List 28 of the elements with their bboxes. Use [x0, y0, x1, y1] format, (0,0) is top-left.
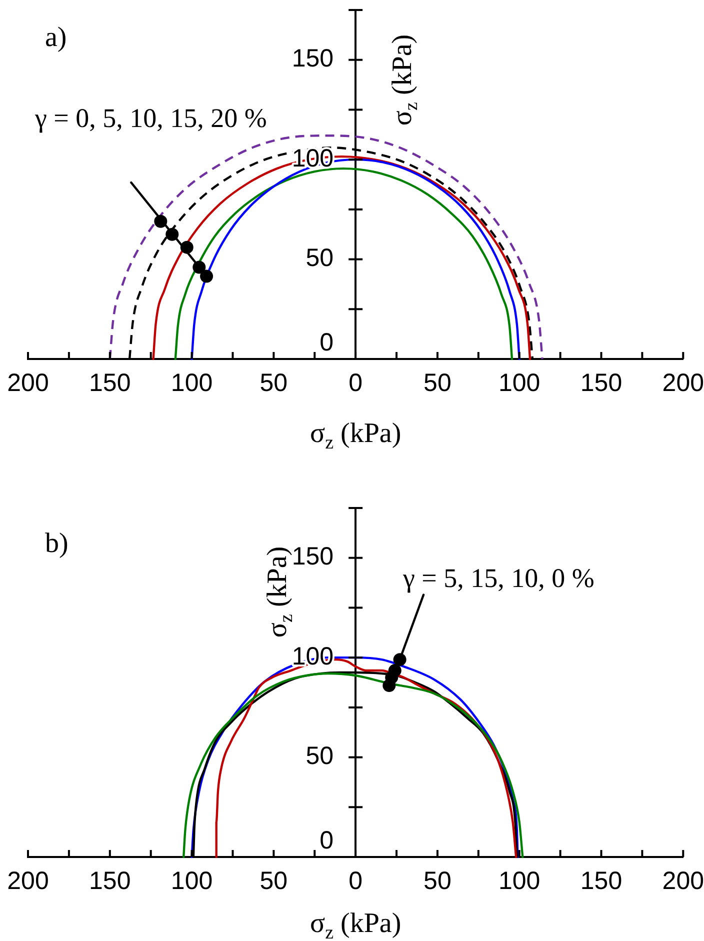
x-tick-label: 150 — [580, 866, 622, 895]
y-tick-label: 150 — [292, 44, 334, 73]
x-tick-label: 200 — [662, 368, 704, 397]
text: b) — [45, 528, 68, 559]
y-tick-label: 50 — [306, 244, 334, 272]
x-tick-label: 100 — [498, 866, 540, 895]
x-tick-label: 200 — [7, 866, 49, 895]
x-tick-label: 0 — [348, 368, 363, 397]
x-tick-label: 100 — [498, 368, 540, 397]
x-tick-label: 100 — [170, 368, 213, 397]
x-tick-label: 0 — [348, 866, 363, 895]
annotation: γ = 0, 5, 10, 15, 20 % — [34, 103, 267, 133]
chart-title: a) — [45, 22, 67, 53]
y-tick-label: 0 — [320, 328, 334, 356]
x-tick-label: 150 — [89, 368, 131, 397]
x-tick-label: 50 — [424, 866, 452, 895]
x-tick-label: 200 — [662, 866, 704, 895]
y-axis-title: σz (kPa) — [386, 34, 422, 126]
annotation: γ = 5, 15, 10, 0 % — [402, 563, 594, 593]
x-tick-label: 100 — [170, 866, 213, 895]
x-tick-label: 150 — [580, 368, 622, 397]
y-tick-label: 50 — [306, 742, 334, 770]
x-tick-label: 200 — [7, 368, 49, 397]
x-tick-label: 50 — [424, 368, 452, 397]
y-tick-label: 0 — [320, 826, 334, 854]
x-tick-label: 150 — [89, 866, 131, 895]
x-tick-label: 50 — [260, 368, 288, 397]
x-tick-label: 50 — [260, 866, 288, 895]
